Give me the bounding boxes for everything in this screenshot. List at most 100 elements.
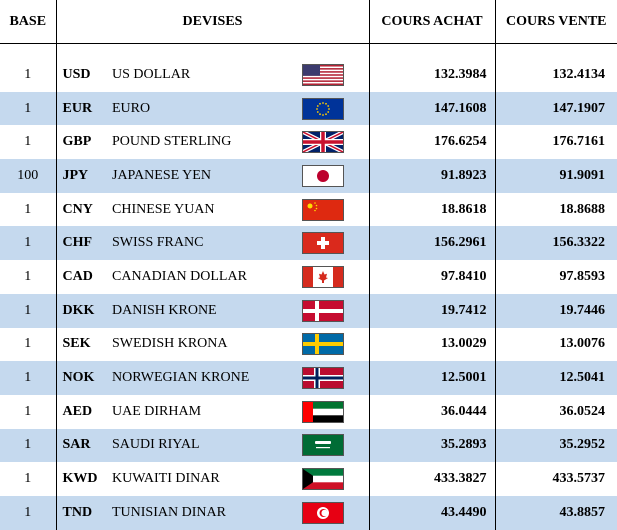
currency-code: CHF — [56, 226, 106, 261]
base-value: 1 — [0, 125, 57, 160]
currency-name: EURO — [106, 91, 291, 126]
currency-code: EUR — [56, 91, 106, 126]
currency-name: NORWEGIAN KRONE — [106, 361, 291, 395]
buy-rate: 97.8410 — [369, 260, 496, 294]
uae-flag-icon — [302, 400, 344, 423]
flag-cell — [291, 428, 370, 463]
buy-rate: 43.4490 — [369, 495, 496, 530]
currency-name: US DOLLAR — [112, 66, 191, 82]
uk-flag-icon — [302, 131, 344, 154]
header-cours-vente: COURS VENTE — [495, 0, 617, 44]
currency-code: AED — [62, 403, 93, 419]
flag-cell — [291, 125, 370, 160]
sell-rate: 19.7446 — [495, 293, 617, 328]
currency-name: JAPANESE YEN — [106, 159, 291, 193]
tunisia-flag-icon — [302, 501, 344, 524]
buy-rate: 35.2893 — [369, 428, 496, 463]
currency-row-cad: 1 CAD CANADIAN DOLLAR 97.8410 97.8593 — [0, 260, 617, 294]
currency-row-kwd: 1 KWD KUWAITI DINAR 433.3827 433.5737 — [0, 462, 617, 496]
sell-rate: 97.8593 — [559, 268, 606, 284]
buy-rate: 12.5001 — [369, 361, 496, 395]
base-value: 1 — [0, 394, 57, 429]
sell-rate: 36.0524 — [559, 403, 606, 419]
flag-cell — [291, 159, 370, 193]
currency-code: JPY — [56, 159, 106, 193]
currency-name: TUNISIAN DINAR — [106, 495, 291, 530]
header-base: BASE — [0, 0, 57, 44]
flag-cell — [291, 226, 370, 261]
sell-rate: 147.1907 — [495, 91, 617, 126]
sell-rate: 132.4134 — [552, 66, 606, 82]
sell-rate: 43.8857 — [495, 495, 617, 530]
buy-rate: 19.7412 — [369, 293, 496, 328]
sell-rate: 176.7161 — [552, 134, 606, 150]
currency-code: CAD — [62, 268, 93, 284]
base-value: 1 — [0, 226, 57, 261]
header-cours-achat: COURS ACHAT — [369, 0, 496, 44]
header-devises: DEVISES — [56, 0, 370, 44]
flag-cell — [291, 260, 370, 294]
buy-rate: 132.3984 — [369, 58, 496, 92]
base-value: 1 — [0, 428, 57, 463]
base-value: 1 — [0, 192, 57, 227]
base-value: 1 — [0, 361, 57, 395]
base-value: 1 — [0, 58, 57, 92]
buy-rate: 13.0029 — [369, 327, 496, 362]
switzerland-flag-icon — [302, 232, 344, 255]
flag-cell — [291, 462, 370, 496]
denmark-flag-icon — [302, 299, 344, 322]
base-value: 1 — [0, 462, 57, 496]
currency-code: SEK — [62, 336, 91, 352]
currency-code: SAR — [56, 428, 106, 463]
currency-row-chf: 1 CHF SWISS FRANC 156.2961 156.3322 — [0, 226, 617, 261]
flag-cell — [291, 192, 370, 227]
currency-name: DANISH KRONE — [106, 293, 291, 328]
flag-cell — [291, 58, 370, 92]
buy-rate: 36.0444 — [369, 394, 496, 429]
currency-name: SWEDISH KRONA — [112, 336, 228, 352]
sell-rate: 91.9091 — [495, 159, 617, 193]
kuwait-flag-icon — [302, 468, 344, 491]
currency-code: KWD — [62, 471, 98, 487]
buy-rate: 156.2961 — [369, 226, 496, 261]
sell-rate: 433.5737 — [552, 471, 606, 487]
currency-name: CANADIAN DOLLAR — [112, 268, 247, 284]
japan-flag-icon — [302, 164, 344, 187]
sell-rate: 18.8688 — [559, 201, 606, 217]
norway-flag-icon — [302, 367, 344, 390]
header-row: BASE DEVISES COURS ACHAT COURS VENTE — [0, 0, 617, 44]
currency-code: TND — [56, 495, 106, 530]
base-value: 1 — [0, 260, 57, 294]
us-flag-icon — [302, 63, 344, 86]
base-value: 1 — [0, 293, 57, 328]
currency-code: USD — [62, 66, 91, 82]
flag-cell — [291, 327, 370, 362]
sell-rate: 12.5041 — [495, 361, 617, 395]
currency-row-cny: 1 CNY CHINESE YUAN 18.8618 18.8688 — [0, 192, 617, 227]
base-value: 100 — [0, 159, 57, 193]
currency-row-sek: 1 SEK SWEDISH KRONA 13.0029 13.0076 — [0, 327, 617, 362]
sell-rate: 35.2952 — [495, 428, 617, 463]
currency-code: GBP — [62, 134, 92, 150]
buy-rate: 176.6254 — [369, 125, 496, 160]
currency-row-eur: 1 EUR EURO 147.1608 147.1907 — [0, 91, 617, 126]
base-value: 1 — [0, 327, 57, 362]
currency-name: POUND STERLING — [112, 134, 232, 150]
flag-cell — [291, 495, 370, 530]
buy-rate: 433.3827 — [369, 462, 496, 496]
base-value: 1 — [0, 495, 57, 530]
buy-rate: 18.8618 — [369, 192, 496, 227]
currency-row-sar: 1 SAR SAUDI RIYAL 35.2893 35.2952 — [0, 428, 617, 463]
currency-code: CNY — [62, 201, 93, 217]
flag-cell — [291, 394, 370, 429]
currency-row-dkk: 1 DKK DANISH KRONE 19.7412 19.7446 — [0, 293, 617, 328]
buy-rate: 147.1608 — [369, 91, 496, 126]
flag-cell — [291, 361, 370, 395]
currency-name: UAE DIRHAM — [112, 403, 202, 419]
buy-rate: 91.8923 — [369, 159, 496, 193]
canada-flag-icon — [302, 265, 344, 288]
saudi-flag-icon — [302, 434, 344, 457]
eu-flag-icon — [302, 97, 344, 120]
flag-cell — [291, 293, 370, 328]
